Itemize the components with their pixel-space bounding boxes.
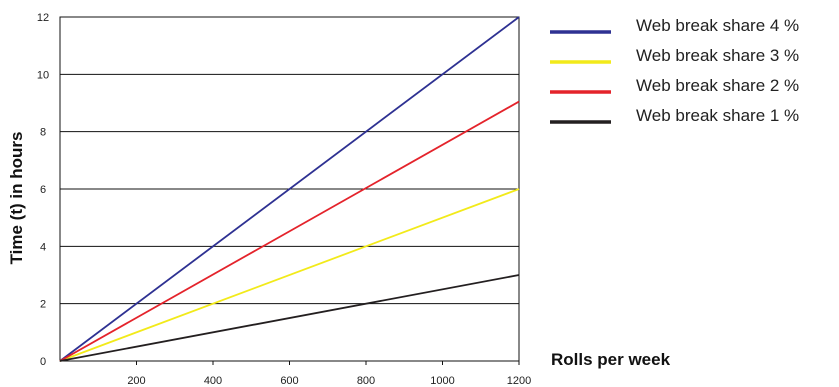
grid [59,16,520,365]
y-tick-label: 2 [40,299,46,311]
y-tick-label: 12 [37,12,49,24]
legend-label-1: Web break share 4 % [636,16,799,35]
x-tick-label: 800 [357,375,375,387]
y-axis-label: Time (t) in hours [7,132,26,265]
legend-label-4: Web break share 1 % [636,106,799,125]
y-tick-labels: 0 2 4 6 8 10 12 [37,12,49,368]
x-tick-label: 1200 [507,375,531,387]
y-tick-label: 4 [40,241,46,253]
x-tick-label: 400 [204,375,222,387]
series-line-1 [59,16,520,362]
x-tick-labels: 200 400 600 800 1000 1200 [127,375,531,387]
x-axis-label: Rolls per week [551,350,671,369]
x-tick-label: 600 [280,375,298,387]
x-tick-label: 200 [127,375,145,387]
x-tick-label: 1000 [430,375,454,387]
legend: Web break share 4 % Web break share 3 % We… [550,16,799,125]
y-tick-label: 6 [40,184,46,196]
legend-label-3: Web break share 2 % [636,76,799,95]
series-line-3 [59,100,520,362]
series-lines [59,16,520,362]
y-tick-label: 8 [40,127,46,139]
series-line-4 [59,274,520,362]
legend-label-2: Web break share 3 % [636,46,799,65]
y-tick-label: 0 [40,356,46,368]
y-tick-label: 10 [37,69,49,81]
series-line-2 [59,188,520,362]
